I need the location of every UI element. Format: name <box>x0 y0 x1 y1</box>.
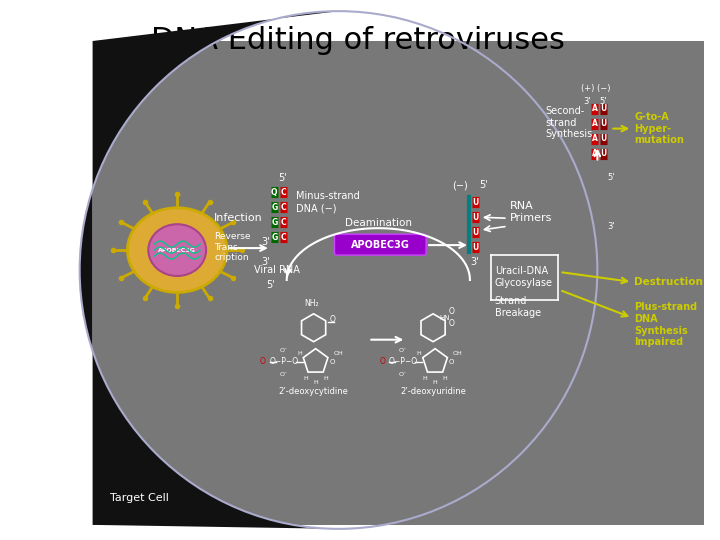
Text: HN: HN <box>439 315 449 321</box>
Text: A: A <box>592 134 598 143</box>
Text: OH: OH <box>333 351 343 356</box>
Text: APOBEC3G: APOBEC3G <box>351 240 410 250</box>
Text: 3': 3' <box>261 237 270 247</box>
Text: (+) (−): (+) (−) <box>580 84 610 93</box>
Text: U: U <box>472 228 479 237</box>
Bar <box>93 41 704 525</box>
Text: C: C <box>280 203 286 212</box>
Text: G: G <box>271 203 277 212</box>
Text: Strand
Breakage: Strand Breakage <box>495 296 541 318</box>
Text: H: H <box>423 375 428 381</box>
Text: H: H <box>303 375 308 381</box>
Text: RNA
Primers: RNA Primers <box>510 201 552 223</box>
Text: Plus-strand
DNA
Synthesis
Impaired: Plus-strand DNA Synthesis Impaired <box>634 302 698 347</box>
Text: O: O <box>449 307 455 316</box>
Text: G-to-A
Hyper-
mutation: G-to-A Hyper- mutation <box>634 112 684 145</box>
Text: 3': 3' <box>471 257 480 267</box>
Text: Q: Q <box>271 188 277 197</box>
Text: O: O <box>449 359 454 364</box>
Text: O: O <box>379 357 385 366</box>
Text: O: O <box>330 359 335 364</box>
Text: Reverse
Trans-
cription: Reverse Trans- cription <box>214 232 251 262</box>
Text: DNA Editing of retroviruses: DNA Editing of retroviruses <box>151 26 565 55</box>
Text: C: C <box>280 233 286 241</box>
Text: U: U <box>472 242 479 252</box>
Text: 2’-deoxyuridine: 2’-deoxyuridine <box>400 388 466 396</box>
Text: O: O <box>260 357 266 366</box>
Ellipse shape <box>148 224 206 276</box>
Text: A: A <box>592 149 598 158</box>
Text: O: O <box>330 315 336 325</box>
Text: Infection: Infection <box>214 213 263 223</box>
Text: H: H <box>433 380 438 384</box>
Text: O−P−O: O−P−O <box>389 357 418 366</box>
Text: 3': 3' <box>261 257 270 267</box>
Text: Viral RNA: Viral RNA <box>254 265 300 275</box>
Text: H: H <box>323 375 328 381</box>
Text: O⁻: O⁻ <box>279 372 288 376</box>
Text: (−): (−) <box>452 180 468 191</box>
Text: H: H <box>297 351 302 356</box>
Text: H: H <box>313 380 318 384</box>
Text: 5': 5' <box>266 280 275 290</box>
Text: 3': 3' <box>607 222 615 231</box>
Text: U: U <box>472 198 479 207</box>
Text: O⁻: O⁻ <box>399 348 408 353</box>
Text: U: U <box>600 104 607 113</box>
Text: C: C <box>280 218 286 227</box>
Text: O⁻: O⁻ <box>399 372 408 376</box>
Polygon shape <box>80 11 338 529</box>
Text: 5': 5' <box>279 173 287 184</box>
Text: Target Cell: Target Cell <box>109 493 168 503</box>
Bar <box>93 41 704 525</box>
Text: APOBEC3G: APOBEC3G <box>158 247 196 253</box>
Text: U: U <box>600 119 607 128</box>
Text: G: G <box>271 218 277 227</box>
Text: U: U <box>600 149 607 158</box>
Text: O⁻: O⁻ <box>279 348 288 353</box>
Text: 2’-deoxycytidine: 2’-deoxycytidine <box>279 388 348 396</box>
FancyBboxPatch shape <box>335 234 426 255</box>
Text: 5': 5' <box>599 97 607 106</box>
Text: Destruction: Destruction <box>634 277 703 287</box>
Text: Minus-strand
DNA (−): Minus-strand DNA (−) <box>296 192 359 213</box>
Text: 3': 3' <box>584 97 591 106</box>
Ellipse shape <box>127 208 227 292</box>
Text: H: H <box>416 351 421 356</box>
Text: Uracil-DNA
Glycosylase: Uracil-DNA Glycosylase <box>495 266 553 288</box>
Text: H: H <box>443 375 447 381</box>
Text: 5': 5' <box>607 173 615 183</box>
Text: Second-
strand
Synthesis: Second- strand Synthesis <box>546 106 593 139</box>
Text: A: A <box>592 119 598 128</box>
Text: C: C <box>280 188 286 197</box>
Text: O: O <box>449 319 455 328</box>
Text: Deamination: Deamination <box>345 218 412 228</box>
Text: NH₂: NH₂ <box>305 299 319 308</box>
Text: G: G <box>271 233 277 241</box>
Text: A: A <box>592 104 598 113</box>
Text: O−P−O: O−P−O <box>269 357 298 366</box>
Text: OH: OH <box>453 351 463 356</box>
Text: U: U <box>472 213 479 222</box>
Text: 5': 5' <box>479 180 487 191</box>
Text: U: U <box>600 134 607 143</box>
